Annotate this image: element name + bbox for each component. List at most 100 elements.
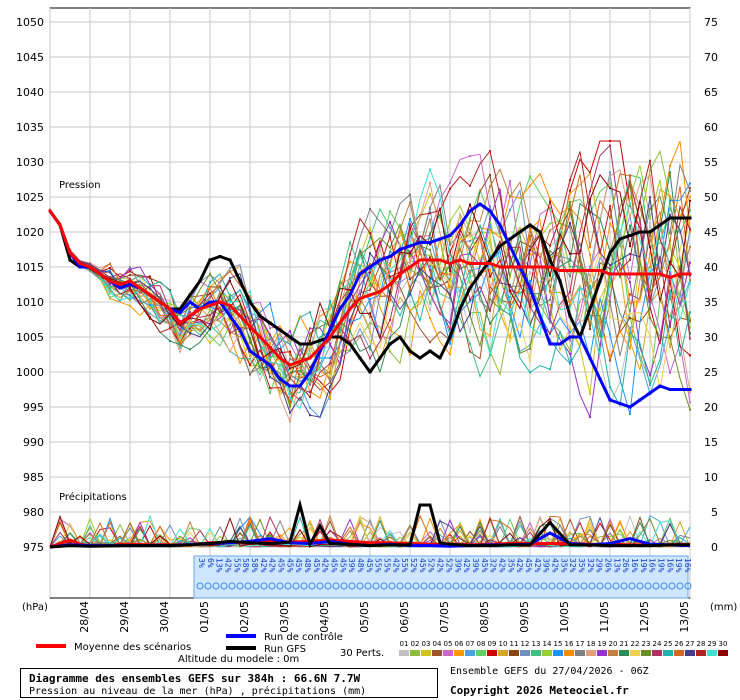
perturbation-point	[669, 337, 671, 340]
series-point	[648, 230, 652, 234]
y-tick-left: 1015	[16, 261, 44, 274]
perturbation-point	[649, 334, 651, 337]
series-point	[78, 265, 82, 269]
series-point	[368, 265, 372, 269]
perturbation-point	[449, 181, 451, 184]
perturbation-point	[229, 295, 231, 298]
perturbation-point	[509, 303, 511, 306]
perturbation-point	[429, 341, 431, 344]
series-point	[498, 265, 502, 269]
perturbation-point	[169, 306, 171, 309]
series-point	[108, 279, 112, 283]
perturbation-point	[129, 304, 131, 307]
perturbation-point	[569, 192, 571, 195]
perturbation-point	[689, 204, 691, 207]
perturbation-point	[349, 282, 351, 285]
series-point	[358, 356, 362, 360]
perturbation-point	[449, 328, 451, 331]
perturbation-point	[289, 405, 291, 408]
perturbation-point	[669, 246, 671, 249]
perturbation-point	[429, 317, 431, 320]
y-tick-right: 60	[704, 121, 718, 134]
perturbation-point	[109, 288, 111, 291]
perturbation-point	[509, 290, 511, 293]
perturbation-point	[549, 289, 551, 292]
perturbation-point	[489, 268, 491, 271]
perturbation-point	[109, 285, 111, 288]
perturbation-point	[469, 314, 471, 317]
perturbation-point	[669, 289, 671, 292]
perturbation-point	[409, 223, 411, 226]
perturbation-point	[429, 218, 431, 221]
perturbation-point	[489, 309, 491, 312]
perturbation-point	[309, 347, 311, 350]
perturbation-point	[489, 232, 491, 235]
probability-label: 26%	[603, 558, 612, 573]
perturbation-point	[629, 340, 631, 343]
perturbation-point	[449, 187, 451, 190]
perturbation-point	[169, 299, 171, 302]
perturbation-point	[229, 317, 231, 320]
series-point	[588, 307, 592, 311]
perturbation-point	[169, 302, 171, 305]
y-tick-left: 1030	[16, 156, 44, 169]
perturbation-point	[569, 189, 571, 192]
prob-wave-dot	[572, 582, 580, 590]
perturbation-point	[649, 302, 651, 305]
prob-wave-dot	[660, 582, 668, 590]
perturbation-point	[409, 278, 411, 281]
perturbation-point	[129, 299, 131, 302]
perturbation-point	[289, 374, 291, 377]
perturbation-point	[569, 352, 571, 355]
perturbation-point	[289, 354, 291, 357]
perturbation-point	[549, 250, 551, 253]
series-point	[178, 311, 182, 314]
perturbation-point	[689, 317, 691, 320]
perturbation-point	[209, 342, 211, 345]
perturbation-point	[689, 214, 691, 217]
series-point	[418, 241, 422, 244]
perturbation-point	[569, 349, 571, 352]
perturbation-point	[229, 320, 231, 323]
probability-label: 32%	[489, 558, 498, 573]
perturbation-point	[509, 276, 511, 279]
perturbation-point	[489, 150, 491, 153]
y-tick-right: 50	[704, 191, 718, 204]
perturbation-point	[449, 257, 451, 260]
series-point	[538, 265, 542, 269]
perturbation-point	[109, 296, 111, 299]
series-point	[298, 342, 302, 346]
series-point	[568, 269, 572, 272]
prob-wave-dot	[228, 582, 236, 590]
legend-pert-number: 22	[631, 640, 640, 648]
probability-label: 58%	[241, 558, 250, 573]
perturbation-point	[589, 284, 591, 287]
prob-wave-dot	[476, 582, 484, 590]
prob-wave-dot	[268, 582, 276, 590]
series-point	[308, 342, 312, 346]
prob-wave-dot	[492, 582, 500, 590]
perturbation-point	[449, 252, 451, 255]
perturbation-point	[489, 255, 491, 258]
perturbation-point	[469, 232, 471, 235]
perturbation-point	[349, 349, 351, 352]
series-point	[688, 272, 692, 276]
perturbation-point	[389, 299, 391, 302]
perturbation-point	[329, 385, 331, 388]
legend-pert-swatch	[421, 650, 431, 656]
y-tick-left: 1040	[16, 86, 44, 99]
series-point	[468, 209, 472, 213]
perturbation-point	[529, 304, 531, 307]
perturbation-point	[129, 296, 131, 299]
perturbation-point	[249, 341, 251, 344]
perturbation-point	[429, 302, 431, 305]
prob-wave-dot	[468, 582, 476, 590]
series-point	[638, 272, 642, 276]
perturbation-point	[509, 291, 511, 294]
perturbation-point	[429, 256, 431, 259]
perturbation-point	[409, 275, 411, 278]
legend-pert-number: 13	[532, 640, 541, 648]
y-tick-right: 25	[704, 366, 718, 379]
perturbation-point	[129, 294, 131, 297]
perturbation-point	[649, 381, 651, 384]
